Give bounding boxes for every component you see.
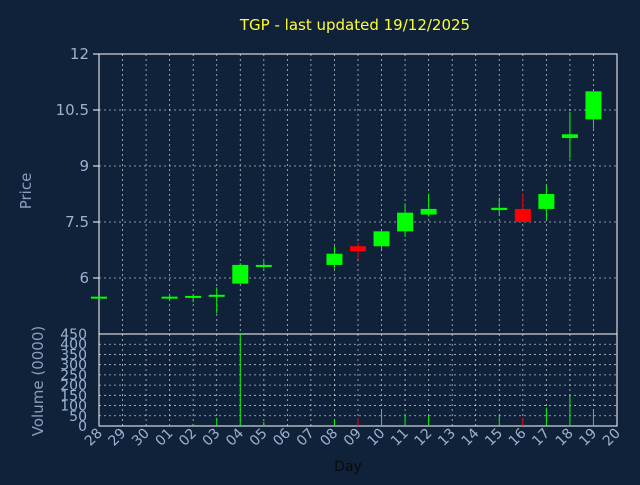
price-axis-label: Price: [17, 173, 35, 210]
x-tick-label: 20: [600, 426, 624, 450]
x-tick-label: 09: [341, 426, 365, 450]
candle-body: [232, 264, 249, 284]
volume-tick-label: 200: [60, 378, 87, 394]
price-tick-label: 12: [70, 45, 89, 63]
x-axis-label: Day: [334, 459, 362, 475]
chart-marks: [91, 91, 602, 426]
x-tick-label: 29: [105, 426, 129, 450]
candle-body: [326, 253, 343, 265]
x-tick-label: 12: [412, 426, 436, 450]
volume-tick-label: 150: [60, 388, 87, 404]
x-tick-label: 05: [247, 426, 271, 450]
volume-tick-label: 50: [69, 409, 87, 425]
x-tick-label: 17: [529, 426, 553, 450]
candle-body: [491, 207, 508, 211]
x-tick-label: 11: [388, 426, 412, 450]
volume-tick-label: 0: [78, 419, 87, 435]
volume-tick-label: 350: [60, 347, 87, 363]
price-tick-label: 10.5: [56, 101, 89, 119]
candle-body: [585, 91, 602, 120]
x-tick-label: 19: [576, 426, 600, 450]
x-tick-label: 16: [506, 425, 530, 449]
candle-body: [514, 208, 531, 222]
x-tick-label: 04: [223, 425, 247, 449]
candle-body: [561, 134, 578, 138]
x-tick-label: 14: [459, 425, 483, 449]
price-tick-label: 6: [79, 269, 89, 287]
candle-body: [161, 296, 178, 299]
volume-tick-label: 400: [60, 337, 87, 353]
x-tick-label: 30: [129, 426, 153, 450]
volume-axis-label: Volume (0000): [29, 326, 47, 436]
volume-tick-label: 300: [60, 358, 87, 374]
price-tick-label: 7.5: [65, 213, 89, 231]
x-tick-label: 02: [176, 426, 200, 450]
candle-body: [185, 295, 202, 298]
candle-body: [208, 294, 225, 297]
x-tick-label: 08: [317, 426, 341, 450]
volume-tick-label: 100: [60, 399, 87, 415]
x-tick-label: 18: [553, 426, 577, 450]
candle-body: [397, 212, 414, 232]
x-tick-label: 06: [270, 425, 294, 449]
x-tick-label: 01: [153, 426, 177, 450]
tick-labels: 28 29 30 01 02 03 04 05 06 07 08 09 10 11 12 13 14 15 16 17…: [56, 45, 624, 449]
x-tick-label: 10: [364, 426, 388, 450]
candle-body: [255, 264, 272, 267]
candle-body: [350, 246, 366, 252]
x-tick-label: 07: [294, 426, 318, 450]
candle-body: [373, 231, 390, 247]
x-tick-label: 15: [482, 426, 506, 450]
volume-tick-label: 450: [60, 327, 87, 343]
candle-body: [538, 194, 555, 209]
x-tick-label: 13: [435, 426, 459, 450]
x-tick-label: 03: [200, 426, 224, 450]
candle-body: [91, 296, 107, 299]
grid-lines: [93, 53, 618, 427]
candle-body: [420, 208, 437, 215]
volume-tick-label: 250: [60, 368, 87, 384]
chart-title: TGP - last updated 19/12/2025: [239, 16, 470, 34]
price-tick-label: 9: [79, 157, 89, 175]
